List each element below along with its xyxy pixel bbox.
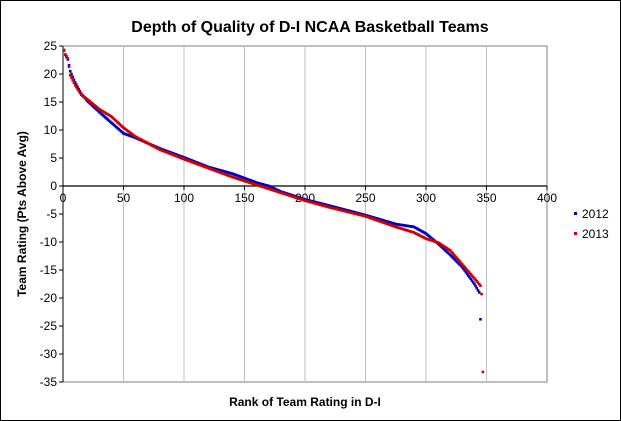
axes — [59, 45, 548, 383]
point-2012 — [473, 282, 476, 286]
point-2013 — [73, 83, 77, 87]
point-2012 — [469, 277, 473, 281]
x-tick-label: 0 — [60, 191, 67, 205]
y-tick-label: -25 — [40, 319, 58, 333]
tick-labels: 0501001502002503003504002520151050-5-10-… — [40, 39, 558, 389]
y-tick-label: 5 — [50, 151, 57, 165]
point-2012 — [477, 291, 481, 294]
x-tick-label: 350 — [476, 191, 496, 205]
y-tick-label: 25 — [44, 39, 58, 53]
x-tick-label: 100 — [174, 191, 194, 205]
legend-label-2013: 2013 — [582, 227, 609, 241]
point-2013 — [461, 263, 464, 266]
legend: 2012 2013 — [574, 207, 609, 241]
point-2012 — [461, 265, 464, 269]
point-2013 — [458, 260, 462, 263]
point-2012 — [465, 272, 469, 276]
point-2013 — [65, 55, 68, 58]
point-2013 — [479, 284, 482, 287]
point-2012 — [68, 69, 72, 73]
point-2013 — [465, 268, 469, 272]
y-tick-label: -35 — [40, 375, 58, 389]
point-2012 — [464, 270, 468, 274]
legend-marker-2013 — [574, 232, 577, 235]
point-2013 — [481, 370, 485, 374]
point-2013 — [68, 73, 72, 77]
x-tick-label: 250 — [355, 191, 375, 205]
point-2013 — [474, 278, 477, 282]
point-2013 — [477, 282, 481, 286]
point-2013 — [452, 253, 456, 256]
point-2013 — [471, 275, 475, 279]
point-2012 — [462, 267, 465, 271]
point-2013 — [463, 265, 467, 269]
point-2013 — [468, 271, 471, 275]
point-2013 — [76, 87, 79, 91]
point-2013 — [470, 274, 474, 277]
point-2013 — [71, 78, 74, 82]
series-2013 — [62, 48, 485, 374]
point-2013 — [475, 280, 479, 283]
point-2012 — [463, 269, 467, 272]
point-2013 — [476, 281, 480, 285]
point-2013 — [448, 249, 452, 252]
point-2012 — [476, 289, 480, 292]
point-2013 — [454, 256, 458, 259]
point-2013 — [462, 264, 465, 268]
point-2012 — [475, 286, 479, 290]
point-2013 — [480, 292, 483, 296]
point-2013 — [70, 76, 73, 79]
point-2013 — [456, 257, 459, 261]
x-tick-label: 400 — [537, 191, 557, 205]
data-points — [62, 48, 485, 374]
point-2013 — [64, 53, 67, 56]
point-2013 — [67, 65, 71, 69]
y-tick-label: -15 — [40, 263, 58, 277]
x-tick-label: 300 — [416, 191, 436, 205]
point-2012 — [474, 284, 477, 288]
point-2012 — [67, 64, 71, 67]
y-tick-label: -10 — [40, 235, 58, 249]
y-tick-label: 20 — [44, 67, 58, 81]
point-2013 — [464, 267, 468, 270]
point-2013 — [451, 251, 454, 255]
point-2013 — [467, 270, 470, 273]
y-tick-label: -5 — [46, 207, 57, 221]
y-tick-label: 15 — [44, 95, 58, 109]
x-tick-label: 150 — [234, 191, 254, 205]
point-2013 — [66, 57, 70, 60]
point-2012 — [479, 317, 482, 321]
point-2012 — [471, 281, 475, 284]
point-2013 — [469, 272, 473, 276]
point-2013 — [72, 81, 76, 84]
y-tick-label: -30 — [40, 347, 58, 361]
point-2013 — [450, 250, 453, 254]
point-2013 — [62, 48, 66, 52]
point-2013 — [77, 89, 81, 93]
y-axis-label: Team Rating (Pts Above Avg) — [15, 131, 29, 297]
point-2012 — [470, 279, 474, 282]
x-axis-label: Rank of Team Rating in D-I — [229, 395, 381, 409]
point-2013 — [453, 254, 457, 258]
point-2013 — [75, 85, 78, 89]
y-tick-label: 0 — [50, 179, 57, 193]
legend-marker-2012 — [574, 212, 577, 215]
x-tick-label: 50 — [117, 191, 131, 205]
point-2012 — [468, 275, 471, 279]
point-2013 — [457, 258, 460, 262]
point-2013 — [459, 261, 463, 265]
chart-title: Depth of Quality of D-I NCAA Basketball … — [131, 19, 488, 36]
point-2012 — [467, 274, 470, 277]
y-tick-label: -20 — [40, 291, 58, 305]
point-2013 — [473, 277, 476, 280]
y-tick-label: 10 — [44, 123, 58, 137]
legend-label-2012: 2012 — [582, 207, 609, 221]
point-2013 — [78, 91, 82, 95]
